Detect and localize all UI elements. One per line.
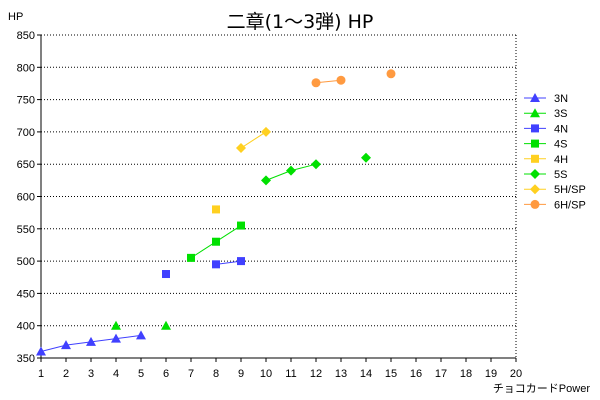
x-tick-label: 1 (38, 368, 44, 380)
data-point (386, 69, 396, 79)
series-line (240, 131, 267, 149)
series-4N (162, 257, 245, 279)
data-point (212, 260, 220, 269)
series-line (215, 260, 242, 265)
legend-label: 4N (554, 123, 568, 135)
x-tick-label: 10 (260, 368, 272, 380)
series-5S (261, 152, 371, 186)
y-tick-label: 350 (17, 353, 35, 365)
data-point (36, 346, 46, 356)
x-tick-label: 19 (485, 368, 497, 380)
legend-label: 4S (554, 139, 567, 151)
data-point (311, 159, 321, 170)
data-point (161, 320, 171, 330)
x-tick-label: 14 (360, 368, 372, 380)
data-point (212, 205, 220, 214)
legend-marker (531, 154, 539, 163)
x-tick-label: 9 (238, 368, 244, 380)
x-ticks: 1 2 3 4 5 6 7 8 9 10 11 12 13 14 15 16 17 18 19 20 (38, 358, 522, 380)
legend-marker (530, 108, 540, 118)
x-tick-label: 20 (510, 368, 522, 380)
x-tick-label: 5 (138, 368, 144, 380)
legend-label: 5S (554, 169, 567, 181)
data-point (237, 257, 245, 266)
series-3S (111, 320, 171, 330)
x-tick-label: 18 (460, 368, 472, 380)
y-tick-label: 400 (17, 321, 35, 333)
data-point (311, 78, 321, 88)
series-3N (36, 330, 146, 356)
x-tick-label: 15 (385, 368, 397, 380)
x-tick-label: 11 (285, 368, 296, 380)
legend-marker (531, 139, 539, 148)
x-tick-label: 12 (310, 368, 322, 380)
data-point (86, 336, 96, 346)
x-tick-label: 8 (213, 368, 219, 380)
x-tick-label: 16 (410, 368, 422, 380)
y-tick-label: 500 (17, 256, 35, 268)
x-tick-label: 3 (88, 368, 94, 380)
x-tick-label: 7 (188, 368, 194, 380)
data-point (136, 330, 146, 340)
y-tick-label: 850 (17, 30, 35, 42)
y-tick-label: 550 (17, 224, 35, 236)
legend-marker (531, 124, 539, 133)
data-point (237, 221, 245, 230)
x-tick-label: 6 (163, 368, 169, 380)
series-4S (187, 221, 245, 262)
data-point (336, 75, 346, 85)
y-ticks: 350 400 450 500 550 600 650 700 750 800 850 (17, 30, 41, 365)
legend: 3N 3S 4N 4S 4H 5S 5H/SP 6H/SP (524, 93, 586, 211)
data-point (162, 270, 170, 279)
data-point (286, 165, 296, 176)
data-point (111, 333, 121, 343)
x-tick-label: 4 (113, 368, 119, 380)
legend-marker (530, 169, 540, 179)
series-4H (212, 205, 220, 214)
y-tick-label: 650 (17, 159, 35, 171)
y-axis-label: HP (8, 11, 23, 23)
y-tick-label: 450 (17, 288, 35, 300)
data-point (61, 340, 71, 350)
data-point (261, 126, 271, 137)
data-point (236, 143, 246, 154)
y-tick-label: 750 (17, 95, 35, 107)
legend-marker (530, 184, 540, 195)
chart-title: 二章(1～3弾) HP (227, 11, 374, 33)
series-6H/SP (311, 69, 396, 88)
legend-label: 4H (554, 154, 568, 166)
legend-marker (530, 199, 540, 209)
grid (41, 34, 517, 358)
data-point (212, 237, 220, 246)
x-tick-label: 13 (335, 368, 347, 380)
legend-label: 3S (554, 108, 567, 120)
legend-label: 6H/SP (554, 199, 586, 211)
series-layer (36, 69, 396, 356)
x-tick-label: 2 (63, 368, 69, 380)
y-tick-label: 600 (17, 192, 35, 204)
data-point (187, 253, 195, 262)
data-point (361, 152, 371, 163)
data-point (261, 175, 271, 186)
x-tick-label: 17 (435, 368, 447, 380)
data-point (111, 320, 121, 330)
legend-marker (530, 93, 540, 102)
y-tick-label: 700 (17, 127, 35, 139)
y-tick-label: 800 (17, 62, 35, 74)
series-5H/SP (236, 126, 271, 154)
legend-label: 5H/SP (554, 184, 586, 196)
legend-label: 3N (554, 93, 568, 105)
x-axis-label: チョコカードPower (493, 382, 591, 395)
